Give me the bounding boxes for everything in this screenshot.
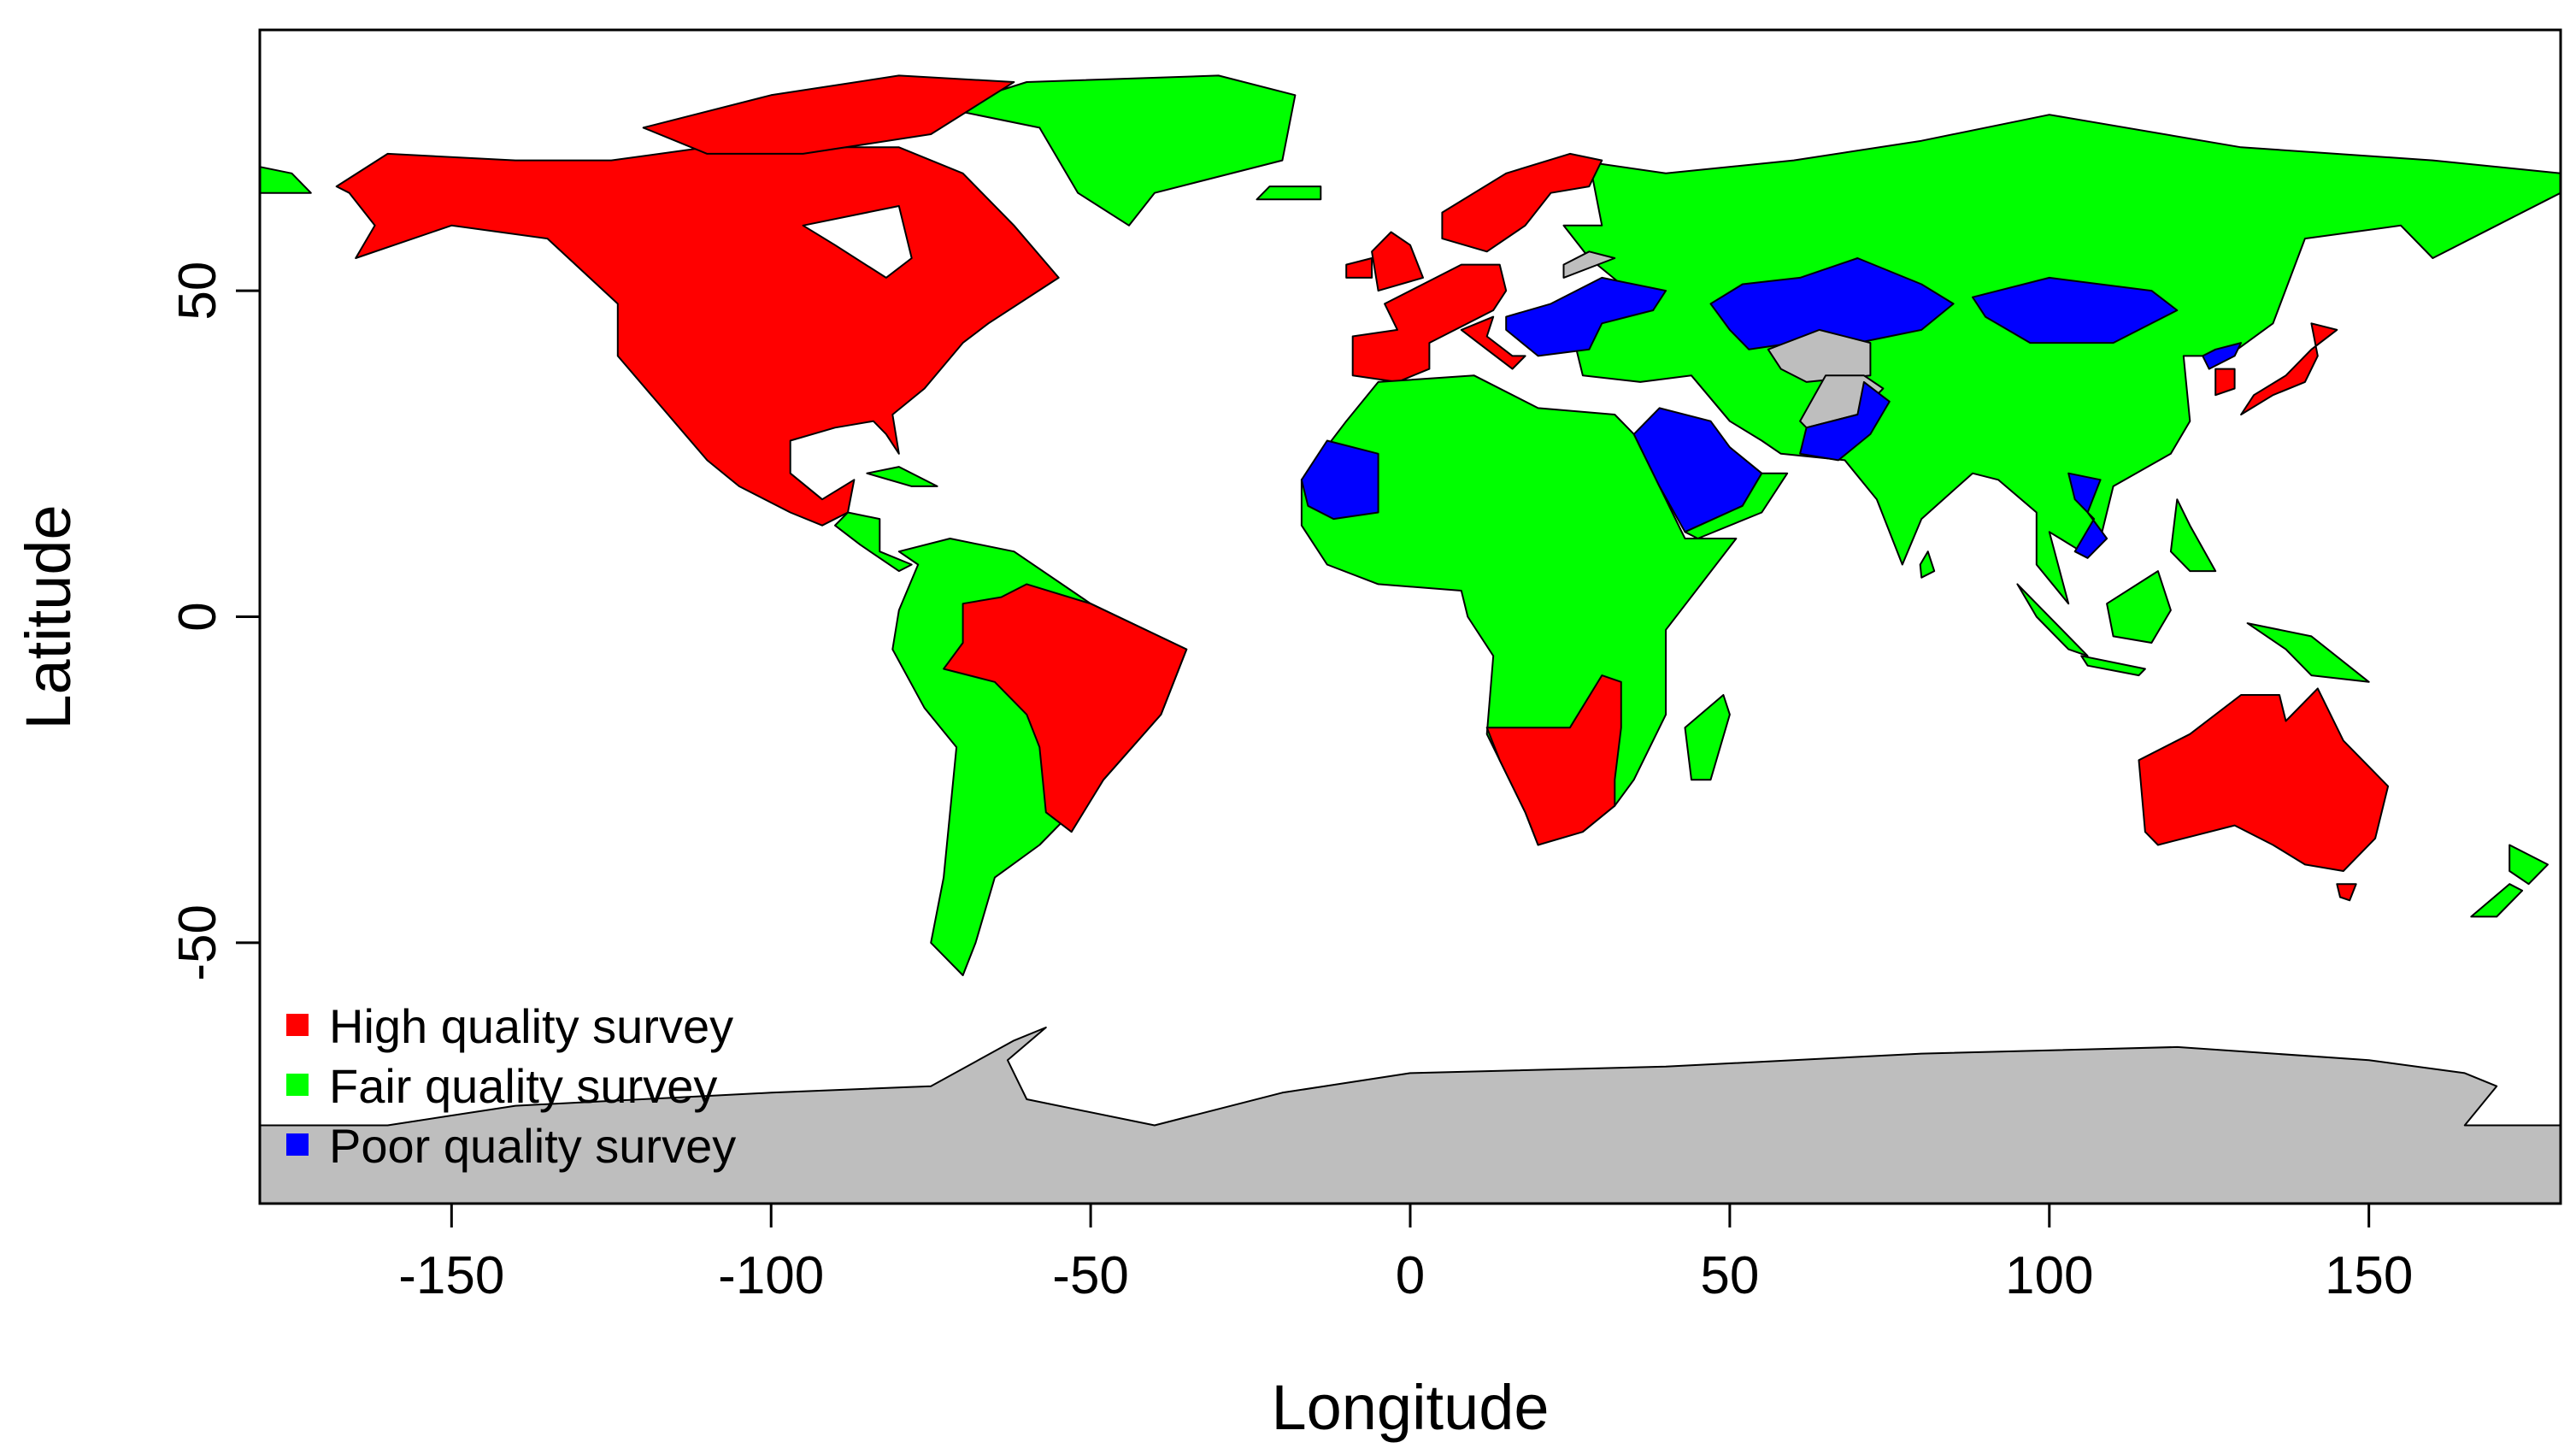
region-hudson-bay [802,205,913,279]
region-iceland [1256,185,1322,201]
region-belarus [1562,250,1616,279]
region-tasmania [2336,883,2357,902]
x-tick-label: 100 [2005,1246,2093,1305]
region-oman-yemen [1684,472,1789,539]
x-tick-label: -50 [1052,1246,1129,1305]
region-japan [2240,322,2338,415]
y-tick-label: 0 [168,602,227,631]
region-cuba [866,466,938,487]
legend-swatch-poor [286,1133,309,1156]
region-greenland [943,74,1297,227]
legend-swatch-fair [286,1074,309,1096]
legend-label-poor: Poor quality survey [329,1119,736,1173]
region-southern-africa [1485,674,1622,846]
region-ireland [1345,257,1373,279]
region-mongolia [1972,276,2179,344]
legend-label-high: High quality survey [329,999,733,1053]
region-antarctica [259,1027,2561,1204]
region-africa [1300,374,1738,846]
region-arctic-islands [642,74,1015,155]
region-scandinavia [1441,152,1603,253]
region-borneo [2106,570,2172,644]
region-philippines [2169,498,2217,573]
region-australia [2138,687,2390,872]
region-western-europe [1351,263,1508,383]
region-chukotka-west [259,166,312,194]
y-axis-title: Latitude [13,504,84,729]
region-new-zealand-north [2508,844,2549,886]
y-tick-label: -50 [168,904,227,981]
x-tick-label: 0 [1396,1246,1425,1305]
region-britain [1371,231,1424,292]
region-eastern-europe [1505,276,1667,357]
region-north-korea [2202,342,2243,370]
region-north-america [335,146,1060,527]
legend-swatch-high [286,1014,309,1036]
x-tick-label: -100 [718,1246,824,1305]
region-vietnam [2067,472,2108,559]
region-sri-lanka [1919,550,1936,579]
region-mauritania [1300,439,1379,521]
region-java [2080,655,2146,677]
region-sumatra [2016,583,2089,657]
region-new-zealand-south [2470,883,2524,918]
y-tick-label: 50 [168,262,227,321]
region-south-korea [2214,368,2236,397]
region-central-asia [1767,328,1872,383]
x-tick-label: 150 [2325,1246,2413,1305]
x-axis-title: Longitude [1271,1372,1549,1443]
region-brazil [943,583,1188,833]
region-kazakhstan [1709,257,1955,350]
x-tick-label: 50 [1700,1246,1759,1305]
land-layer [259,74,2561,1204]
region-madagascar [1684,694,1731,781]
legend: High quality survey Fair quality survey Po… [286,999,736,1173]
region-pakistan [1799,380,1891,462]
x-axis: -150 -100 -50 0 50 100 150 [398,1202,2413,1305]
region-new-guinea [2246,622,2370,683]
legend-label-fair: Fair quality survey [329,1059,717,1113]
x-tick-label: -150 [398,1246,504,1305]
region-central-america [834,511,913,573]
region-italy [1460,315,1526,370]
y-axis: -50 0 50 [168,262,262,981]
